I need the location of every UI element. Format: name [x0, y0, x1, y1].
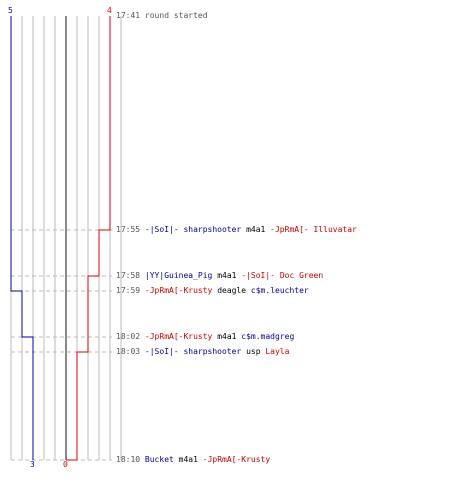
- lane-grid: [10, 16, 122, 460]
- event-time: 18:03: [116, 347, 141, 356]
- event-victim: Layla: [265, 347, 290, 356]
- event-victim: -JpRmA[- Illuvatar: [270, 225, 357, 234]
- event-guide-lines: [11, 229, 112, 461]
- event-victim: -|SoI|- Doc Green: [241, 271, 324, 280]
- event-weapon: usp: [246, 347, 261, 356]
- event-killer: -JpRmA[-Krusty: [144, 286, 213, 295]
- event-time: 18:10: [116, 455, 141, 464]
- event-weapon: deagle: [217, 286, 247, 295]
- event-row: 18:03 -|SoI|- sharpshooter usp Layla: [116, 347, 289, 356]
- event-killer: -|SoI|- sharpshooter: [144, 225, 242, 234]
- event-victim: c$m.leuchter: [250, 286, 309, 295]
- event-time: 17:41: [116, 11, 141, 20]
- blue-team-alive-line: [10, 16, 34, 460]
- event-killer: Bucket: [144, 455, 174, 464]
- event-time: 17:59: [116, 286, 141, 295]
- red-team-alive-line: [66, 16, 111, 461]
- event-row: 18:02 -JpRmA[-Krusty m4a1 c$m.madgreg: [116, 332, 294, 341]
- blue-start-count: 5: [8, 6, 13, 15]
- event-victim: c$m.madgreg: [241, 332, 295, 341]
- event-weapon: m4a1: [178, 455, 198, 464]
- event-row: 18:10 Bucket m4a1 -JpRmA[-Krusty: [116, 455, 270, 464]
- event-row: 17:59 -JpRmA[-Krusty deagle c$m.leuchter: [116, 286, 309, 295]
- red-end-count: 0: [63, 460, 68, 469]
- event-weapon: m4a1: [246, 225, 266, 234]
- event-row: 17:55 -|SoI|- sharpshooter m4a1 -JpRmA[-…: [116, 225, 357, 234]
- event-victim: -JpRmA[-Krusty: [202, 455, 271, 464]
- event-time: 17:58: [116, 271, 141, 280]
- event-row: 17:41 round started: [116, 11, 208, 20]
- event-row: 17:58 |YY|Guinea_Pig m4a1 -|SoI|- Doc Gr…: [116, 271, 323, 280]
- event-weapon: m4a1: [217, 271, 237, 280]
- event-message: round started: [144, 11, 208, 20]
- red-start-count: 4: [107, 6, 112, 15]
- event-killer: -JpRmA[-Krusty: [144, 332, 213, 341]
- event-weapon: m4a1: [217, 332, 237, 341]
- blue-end-count: 3: [30, 460, 35, 469]
- event-time: 17:55: [116, 225, 141, 234]
- event-time: 18:02: [116, 332, 141, 341]
- event-killer: |YY|Guinea_Pig: [144, 271, 213, 280]
- event-killer: -|SoI|- sharpshooter: [144, 347, 242, 356]
